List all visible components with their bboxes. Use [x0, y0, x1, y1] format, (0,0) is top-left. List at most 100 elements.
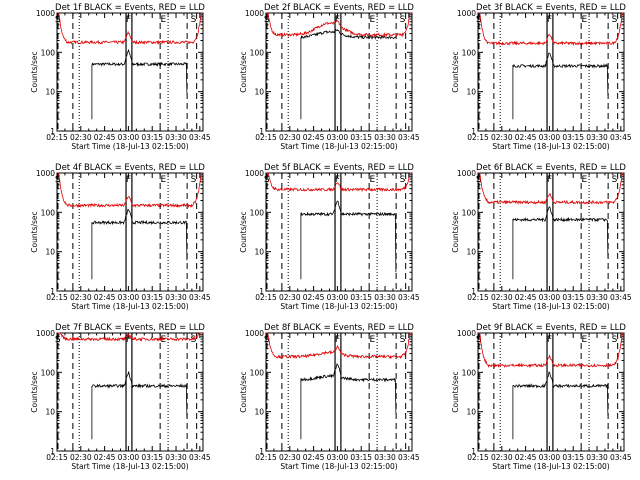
- series-line-events: [300, 200, 397, 280]
- y-tick-label: 10: [45, 248, 55, 257]
- x-tick-label: 03:45: [398, 133, 420, 142]
- x-tick-label: 02:15: [46, 133, 68, 142]
- y-tick-label: 10: [466, 88, 476, 97]
- series-line-lld: [266, 172, 412, 193]
- x-tick-label: 03:15: [350, 133, 372, 142]
- marker-label-F: F: [547, 15, 552, 25]
- plot-frame: [56, 12, 204, 132]
- x-tick-label: 03:30: [374, 133, 396, 142]
- y-tick-label: 10: [45, 88, 55, 97]
- x-tick-label: 02:15: [46, 293, 68, 302]
- x-tick-label: 02:30: [70, 293, 92, 302]
- y-tick-label: 100: [250, 48, 265, 57]
- x-tick-label: 02:30: [491, 293, 513, 302]
- x-tick-label: 03:00: [118, 133, 140, 142]
- x-tick-label: 02:45: [94, 453, 116, 462]
- x-tick-label: 03:00: [327, 453, 349, 462]
- x-axis-title: Start Time (18-Jul-13 02:15:00): [280, 462, 397, 471]
- chart-panel-9: Det 9f BLACK = Events, RED = LLD 1 10 100 10…: [451, 323, 632, 471]
- marker-label-F: F: [547, 335, 552, 345]
- x-tick-label: 03:30: [586, 133, 608, 142]
- series-line-events: [512, 52, 609, 120]
- x-tick-label: 02:45: [303, 293, 325, 302]
- chart-panel-2: Det 2f BLACK = Events, RED = LLD 1 10 100 10…: [239, 3, 420, 151]
- chart-title: Det 3f BLACK = Events, RED = LLD: [476, 3, 626, 13]
- series-line-lld: [57, 332, 203, 342]
- y-tick-label: 1: [471, 447, 476, 456]
- series-line-events: [91, 48, 188, 120]
- marker-label-S: S: [191, 15, 197, 25]
- series-line-events: [300, 362, 397, 440]
- x-tick-label: 02:30: [279, 133, 301, 142]
- x-tick-label: 02:15: [255, 453, 277, 462]
- y-tick-label: 1000: [457, 169, 476, 178]
- chart-title: Det 6f BLACK = Events, RED = LLD: [476, 163, 626, 173]
- x-tick-label: 02:45: [515, 293, 537, 302]
- x-tick-label: 03:45: [610, 293, 632, 302]
- x-axis-title: Start Time (18-Jul-13 02:15:00): [492, 302, 609, 311]
- marker-label-S: S: [264, 175, 270, 185]
- marker-label-S: S: [476, 175, 482, 185]
- series-line-lld: [478, 172, 624, 205]
- y-axis-title: Counts/sec: [30, 371, 39, 412]
- x-axis-title: Start Time (18-Jul-13 02:15:00): [280, 142, 397, 151]
- marker-label-E: E: [369, 335, 375, 345]
- marker-label-S: S: [612, 15, 618, 25]
- marker-label-E: E: [369, 15, 375, 25]
- plot-frame: [265, 332, 413, 452]
- x-tick-label: 03:00: [118, 453, 140, 462]
- x-tick-label: 03:15: [562, 293, 584, 302]
- marker-label-S: S: [264, 15, 270, 25]
- marker-label-S: S: [400, 175, 406, 185]
- marker-label-S: S: [191, 175, 197, 185]
- x-tick-label: 03:00: [327, 133, 349, 142]
- x-tick-label: 03:30: [586, 293, 608, 302]
- y-tick-label: 1000: [245, 169, 264, 178]
- x-tick-label: 02:30: [491, 453, 513, 462]
- chart-panel-5: Det 5f BLACK = Events, RED = LLD 1 10 100 10…: [239, 163, 420, 311]
- marker-label-S: S: [476, 15, 482, 25]
- chart-panel-7: Det 7f BLACK = Events, RED = LLD 1 10 100 10…: [30, 323, 211, 471]
- chart-panel-3: Det 3f BLACK = Events, RED = LLD 1 10 100 10…: [451, 3, 632, 151]
- marker-label-S: S: [55, 335, 61, 345]
- marker-label-E: E: [160, 175, 166, 185]
- marker-label-S: S: [55, 175, 61, 185]
- x-tick-label: 02:45: [515, 133, 537, 142]
- y-tick-label: 1: [50, 447, 55, 456]
- x-tick-label: 02:15: [467, 293, 489, 302]
- chart-title: Det 7f BLACK = Events, RED = LLD: [55, 323, 205, 333]
- y-tick-label: 1: [471, 127, 476, 136]
- x-tick-label: 03:00: [539, 133, 561, 142]
- marker-label-E: E: [369, 175, 375, 185]
- series-line-lld: [478, 12, 624, 46]
- marker-label-F: F: [126, 15, 131, 25]
- marker-label-E: E: [581, 15, 587, 25]
- x-tick-label: 02:15: [46, 453, 68, 462]
- x-tick-label: 03:30: [165, 293, 187, 302]
- x-tick-label: 03:15: [141, 293, 163, 302]
- chart-title: Det 4f BLACK = Events, RED = LLD: [55, 163, 205, 173]
- y-tick-label: 1000: [36, 329, 55, 338]
- marker-label-F: F: [335, 335, 340, 345]
- x-tick-label: 03:00: [539, 453, 561, 462]
- x-tick-label: 02:30: [279, 453, 301, 462]
- x-axis-title: Start Time (18-Jul-13 02:15:00): [492, 142, 609, 151]
- series-line-lld: [266, 332, 412, 360]
- y-tick-label: 10: [466, 248, 476, 257]
- x-tick-label: 03:15: [141, 453, 163, 462]
- y-axis-title: Counts/sec: [451, 371, 460, 412]
- x-tick-label: 03:30: [374, 453, 396, 462]
- y-tick-label: 1: [259, 447, 264, 456]
- x-tick-label: 03:45: [610, 453, 632, 462]
- x-tick-label: 02:15: [255, 293, 277, 302]
- y-axis-title: Counts/sec: [239, 51, 248, 92]
- marker-label-S: S: [612, 335, 618, 345]
- series-line-lld: [57, 172, 203, 209]
- marker-label-F: F: [547, 175, 552, 185]
- x-axis-title: Start Time (18-Jul-13 02:15:00): [71, 142, 188, 151]
- chart-panel-8: Det 8f BLACK = Events, RED = LLD 1 10 100 10…: [239, 323, 420, 471]
- y-axis-title: Counts/sec: [30, 51, 39, 92]
- x-tick-label: 03:45: [398, 293, 420, 302]
- x-tick-label: 03:45: [189, 293, 211, 302]
